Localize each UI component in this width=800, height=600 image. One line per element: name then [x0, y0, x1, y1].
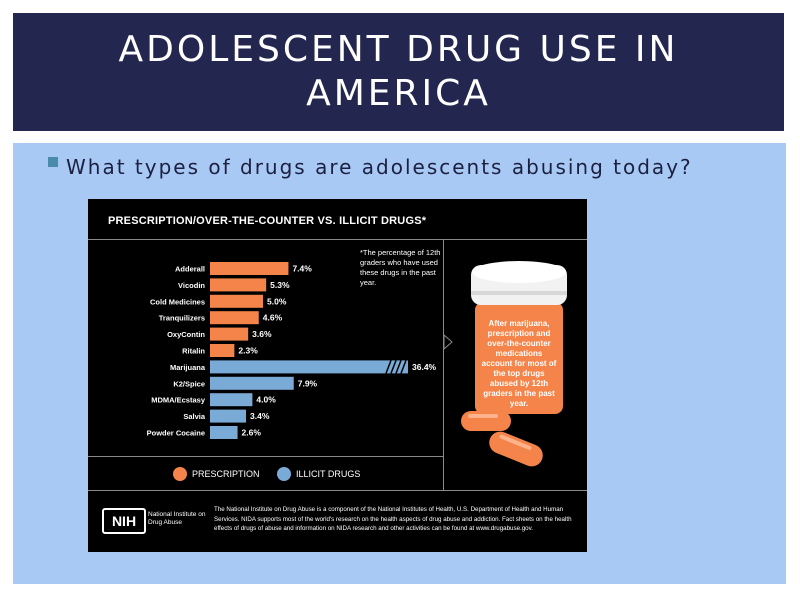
bar — [210, 294, 263, 308]
bar-category-label: Salvia — [183, 412, 206, 421]
bottle-body — [475, 302, 563, 414]
chart-svg: Adderall 7.4% Vicodin 5.3% Cold Medicines 5.0… — [147, 261, 567, 467]
legend-illicit-pill-icon — [277, 467, 291, 481]
bar — [210, 360, 408, 374]
bar-category-label: Ritalin — [182, 347, 205, 356]
bottle-cap-ridge — [471, 291, 567, 295]
bar-break-mark — [395, 360, 402, 374]
bar — [210, 278, 267, 292]
title-divider — [88, 239, 587, 240]
bar — [210, 426, 238, 439]
bottle-cap-top — [472, 261, 566, 283]
bullet-marker-icon — [48, 157, 58, 167]
pill-bottle-illustration — [461, 261, 567, 467]
bar — [210, 409, 247, 423]
chart-title: PRESCRIPTION/OVER-THE-COUNTER VS. ILLICI… — [108, 215, 427, 227]
legend-divider — [88, 456, 443, 457]
bar-value-label: 2.6% — [242, 428, 262, 438]
bar-value-label: 3.6% — [252, 329, 272, 339]
pill-capsule-2 — [489, 431, 543, 467]
legend-illicit-label: ILLICIT DRUGS — [296, 469, 361, 479]
bar-value-label: 3.4% — [250, 411, 270, 421]
bar — [210, 311, 259, 325]
bar — [210, 393, 253, 407]
bar-category-label: Cold Medicines — [150, 297, 205, 306]
legend-prescription: PRESCRIPTION — [173, 467, 260, 481]
footer-divider — [88, 490, 587, 491]
bar-break-mark — [400, 360, 407, 374]
bar-break-mark — [385, 360, 392, 374]
bar-break-mark — [390, 360, 397, 374]
bar-category-label: Powder Cocaine — [147, 429, 205, 438]
chart-footnote: *The percentage of 12th graders who have… — [360, 248, 441, 287]
pill-capsule-2-shine — [499, 434, 532, 450]
bar-value-label: 5.3% — [270, 280, 290, 290]
bar-value-label: 7.4% — [292, 264, 312, 274]
bar — [210, 262, 289, 275]
bar-category-label: Vicodin — [178, 281, 205, 290]
nih-org-name: National Institute on Drug Abuse — [148, 511, 206, 526]
footer-text: The National Institute on Drug Abuse is … — [214, 506, 572, 532]
bar-value-label: 5.0% — [267, 296, 287, 306]
legend-prescription-pill-icon — [173, 467, 187, 481]
bar-value-label: 4.0% — [256, 395, 276, 405]
legend-illicit: ILLICIT DRUGS — [277, 467, 360, 481]
bar-category-label: K2/Spice — [173, 379, 205, 388]
bar-category-label: Marijuana — [170, 363, 206, 372]
footer: NIH National Institute on Drug Abuse The… — [88, 490, 587, 552]
bar — [210, 376, 294, 390]
bar-value-label: 2.3% — [238, 346, 258, 356]
bar-category-label: Adderall — [175, 265, 205, 274]
callout-text: After marijuana, prescription and over-t… — [481, 319, 557, 408]
panel-divider — [443, 240, 444, 490]
nih-logo: NIH — [102, 508, 146, 534]
bar — [210, 344, 235, 357]
bars-layer: Adderall 7.4% Vicodin 5.3% Cold Medicines 5.0… — [147, 262, 437, 439]
infographic: PRESCRIPTION/OVER-THE-COUNTER VS. ILLICI… — [88, 199, 587, 552]
bar-category-label: Tranquilizers — [159, 314, 205, 323]
panel-pointer — [443, 333, 453, 351]
bar-value-label: 4.6% — [263, 313, 283, 323]
title-bar: ADOLESCENT DRUG USE IN AMERICA — [13, 13, 784, 131]
bar — [210, 327, 249, 341]
bar-category-label: OxyContin — [167, 330, 205, 339]
legend-prescription-label: PRESCRIPTION — [192, 469, 260, 479]
pill-capsule-1-shine — [468, 414, 498, 418]
bar-value-label: 7.9% — [298, 378, 318, 388]
bar-category-label: MDMA/Ecstasy — [151, 396, 206, 405]
bullet-text: What types of drugs are adolescents abus… — [66, 155, 693, 179]
slide-title: ADOLESCENT DRUG USE IN AMERICA — [118, 29, 679, 114]
bar-value-label: 36.4% — [412, 362, 437, 372]
